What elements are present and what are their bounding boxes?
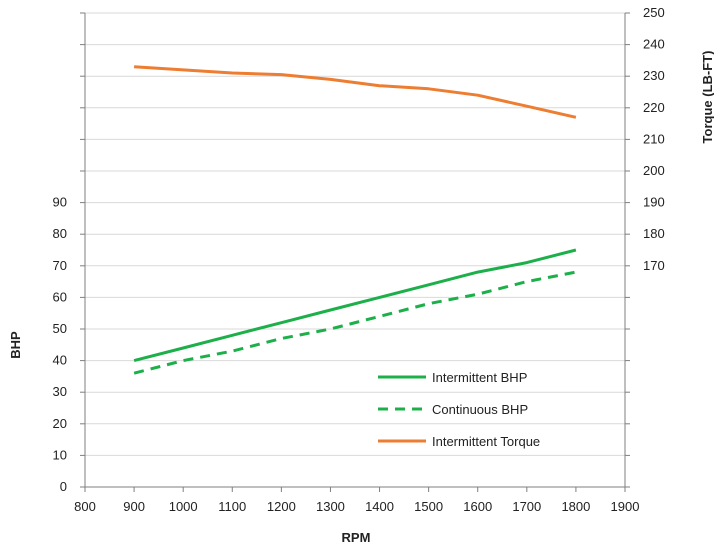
x-tick-label: 1800 (561, 499, 590, 514)
y-axis-title: BHP (8, 331, 23, 359)
y2-tick-label: 210 (643, 131, 665, 146)
legend-label: Intermittent BHP (432, 370, 527, 385)
legend-label: Intermittent Torque (432, 434, 540, 449)
x-tick-label: 1300 (316, 499, 345, 514)
y-tick-label: 60 (53, 289, 67, 304)
y-tick-label: 20 (53, 416, 67, 431)
legend: Intermittent BHP Continuous BHP Intermitte… (378, 370, 540, 449)
series-line-2 (133, 270, 577, 375)
series-line-3 (134, 65, 577, 119)
x-axis-ticks: 800 900 1000 1100 1200 1300 1400 1500 1600 1700 18… (74, 487, 639, 514)
x-tick-label: 900 (123, 499, 145, 514)
y2-tick-label: 200 (643, 163, 665, 178)
x-tick-label: 1700 (512, 499, 541, 514)
y-tick-label: 30 (53, 384, 67, 399)
series-line-1 (133, 248, 577, 363)
y-tick-label: 50 (53, 321, 67, 336)
x-tick-label: 1600 (463, 499, 492, 514)
x-tick-label: 1500 (414, 499, 443, 514)
y2-tick-label: 180 (643, 226, 665, 241)
y-tick-label: 70 (53, 258, 67, 273)
gridlines (85, 12, 625, 456)
x-tick-label: 1200 (267, 499, 296, 514)
legend-label: Continuous BHP (432, 402, 528, 417)
y2-tick-label: 220 (643, 100, 665, 115)
y2-tick-label: 250 (643, 5, 665, 20)
x-tick-label: 1100 (218, 499, 246, 514)
y2-tick-label: 230 (643, 68, 665, 83)
axes (84, 13, 626, 488)
y-tick-label: 80 (53, 226, 67, 241)
x-tick-label: 1900 (611, 499, 640, 514)
x-tick-label: 1400 (365, 499, 394, 514)
y-tick-label: 90 (53, 195, 67, 210)
series-lines (133, 65, 577, 375)
y-tick-label: 10 (53, 447, 67, 462)
y2-axis-ticks: 170 180 190 200 210 220 230 240 250 (625, 5, 665, 488)
y2-tick-label: 240 (643, 37, 665, 52)
y-axis-ticks: 0 10 20 30 40 50 60 70 80 90 (53, 12, 85, 494)
y2-tick-label: 170 (643, 258, 665, 273)
y-tick-label: 0 (60, 479, 67, 494)
y2-tick-label: 190 (643, 195, 665, 210)
y2-axis-title: Torque (LB-FT) (700, 51, 714, 144)
x-tick-label: 1000 (169, 499, 198, 514)
y-tick-label: 40 (53, 353, 67, 368)
x-axis-title: RPM (342, 530, 371, 545)
x-tick-label: 800 (74, 499, 96, 514)
